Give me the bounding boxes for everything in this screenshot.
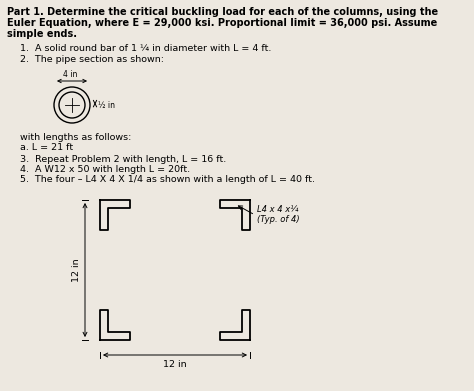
Text: Part 1. Determine the critical buckling load for each of the columns, using the: Part 1. Determine the critical buckling … [7,7,438,17]
Text: (Typ. of 4): (Typ. of 4) [257,215,300,224]
Text: 12 in: 12 in [72,258,81,282]
Text: 5.  The four – L4 X 4 X 1/4 as shown with a length of L = 40 ft.: 5. The four – L4 X 4 X 1/4 as shown with… [20,175,315,184]
Text: simple ends.: simple ends. [7,29,77,39]
Text: 4.  A W12 x 50 with length L = 20ft.: 4. A W12 x 50 with length L = 20ft. [20,165,190,174]
Text: with lengths as follows:: with lengths as follows: [20,133,131,142]
Text: 2.  The pipe section as shown:: 2. The pipe section as shown: [20,55,164,64]
Text: a. L = 21 ft: a. L = 21 ft [20,143,73,152]
Text: 1.  A solid round bar of 1 ¼ in diameter with L = 4 ft.: 1. A solid round bar of 1 ¼ in diameter … [20,44,272,53]
Text: 4 in: 4 in [63,70,77,79]
Text: L4 x 4 x¼: L4 x 4 x¼ [257,205,298,214]
Text: 3.  Repeat Problem 2 with length, L = 16 ft.: 3. Repeat Problem 2 with length, L = 16 … [20,155,226,164]
Text: ½ in: ½ in [98,100,115,109]
Text: 12 in: 12 in [163,360,187,369]
Text: Euler Equation, where E = 29,000 ksi. Proportional limit = 36,000 psi. Assume: Euler Equation, where E = 29,000 ksi. Pr… [7,18,437,28]
